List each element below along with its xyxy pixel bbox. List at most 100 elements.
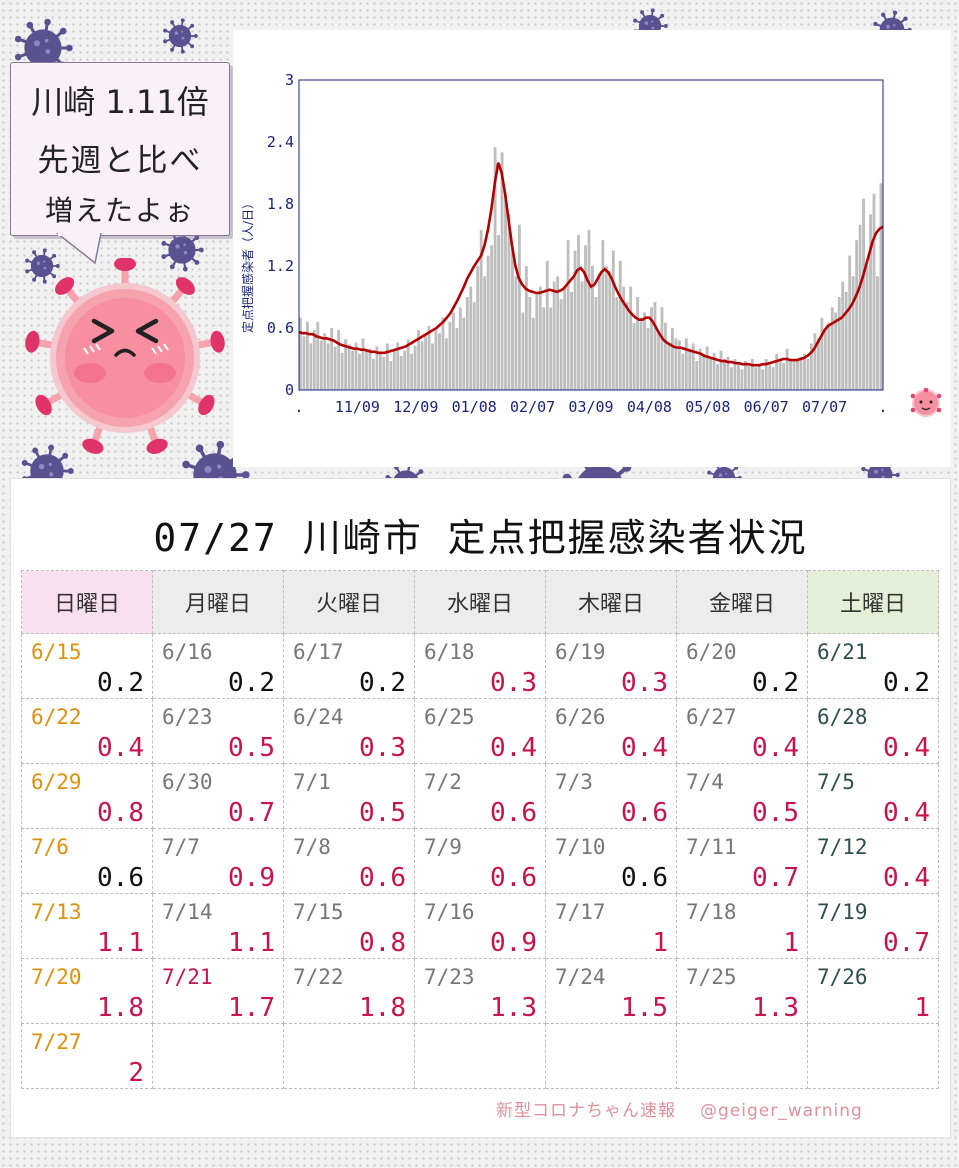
bar (636, 297, 640, 390)
bar (330, 328, 334, 390)
x-tick-label: 06/07 (744, 398, 789, 416)
day-value: 0.3 (359, 733, 406, 763)
bar (340, 352, 344, 390)
bar (382, 356, 386, 390)
bar (653, 302, 657, 390)
day-date: 6/26 (555, 705, 606, 729)
bar (566, 240, 570, 390)
bar (670, 328, 674, 390)
bar (344, 339, 348, 390)
day-value: 0.2 (97, 668, 144, 698)
bar (782, 363, 786, 390)
bar (448, 321, 452, 390)
bar (827, 322, 831, 390)
bar (796, 359, 799, 390)
day-value: 0.2 (228, 668, 275, 698)
bar (639, 317, 643, 390)
bar (719, 350, 723, 390)
bar (712, 352, 716, 390)
bar (674, 338, 678, 390)
x-axis-ticks: . 11/09 12/09 01/08 02/07 03/09 04/08 05/08 06/0… (294, 398, 887, 416)
day-date: 7/19 (817, 900, 868, 924)
bar (462, 317, 466, 390)
day-value: 0.9 (228, 863, 275, 893)
day-date: 6/15 (31, 640, 82, 664)
day-cell: 7/20 1.8 (21, 958, 153, 1024)
bar (528, 297, 532, 390)
week-row: 6/29 0.8 6/30 0.7 7/1 0.5 7/2 0.6 7/3 0.6 7/4 0.5 7/… (21, 763, 939, 829)
bar (309, 343, 313, 390)
bar (684, 338, 688, 390)
bar (312, 330, 316, 390)
chart-panel: 0 0.6 1.2 1.8 2.4 3 . 11/09 12/09 01/08 02/07 03/0… (233, 30, 951, 467)
day-date: 7/16 (424, 900, 475, 924)
bar (347, 344, 351, 390)
bar (792, 361, 796, 390)
day-cell: 7/21 1.7 (152, 958, 284, 1024)
bar (556, 276, 560, 390)
bubble-line-increase: 増えたよぉ (44, 194, 195, 227)
day-value: 0.6 (621, 798, 668, 828)
day-date: 7/25 (686, 965, 737, 989)
bar (434, 328, 438, 390)
bar (451, 312, 455, 390)
day-date: 6/21 (817, 640, 868, 664)
bar (650, 307, 653, 390)
footer-credit: 新型コロナちゃん速報 @geiger_warning (496, 1096, 863, 1121)
bar (326, 343, 330, 390)
day-value: 0.6 (490, 863, 537, 893)
bar (830, 307, 834, 390)
day-value: 0.2 (752, 668, 799, 698)
bar (737, 363, 740, 390)
bar (810, 343, 813, 390)
day-date: 7/17 (555, 900, 606, 924)
bar (778, 361, 782, 390)
day-value: 0.3 (621, 668, 668, 698)
day-date: 7/18 (686, 900, 737, 924)
bar (702, 353, 706, 390)
bar (691, 343, 695, 390)
bar (333, 346, 337, 390)
bar (507, 214, 511, 390)
bar (472, 302, 476, 390)
bar (563, 286, 567, 390)
day-date: 7/20 (31, 965, 82, 989)
day-value: 0.2 (359, 668, 406, 698)
bar (723, 359, 726, 390)
day-date: 7/8 (293, 835, 331, 859)
day-value: 1.8 (359, 993, 406, 1023)
bar (441, 317, 445, 390)
bar (865, 266, 869, 390)
day-cell: 7/6 0.6 (21, 828, 153, 894)
status-table-panel: 07/27 川崎市 定点把握感染者状況 日曜日 月曜日 火曜日 水曜日 木曜日 … (10, 478, 951, 1138)
bar (403, 350, 407, 390)
bar (396, 342, 400, 390)
week-row: 6/15 0.2 6/16 0.2 6/17 0.2 6/18 0.3 6/19 0.3 6/20 0… (21, 633, 939, 699)
bar (771, 367, 775, 390)
bar (664, 322, 667, 390)
crying-virus-mascot (25, 258, 225, 454)
bar (643, 312, 646, 390)
day-date: 7/26 (817, 965, 868, 989)
bar (709, 359, 713, 390)
speech-bubble: 川崎 1.11倍 先週と比べ 増えたよぉ (10, 62, 230, 236)
bar (872, 193, 876, 390)
bar (785, 348, 789, 390)
day-date: 6/30 (162, 770, 213, 794)
day-cell: 7/18 1 (676, 893, 808, 959)
bar (587, 229, 591, 390)
day-cell: 7/3 0.6 (545, 763, 677, 829)
day-value: 1.3 (490, 993, 537, 1023)
day-date: 7/21 (162, 965, 213, 989)
bar (844, 291, 848, 390)
y-axis-label: 定点把握感染者（人/日） (240, 197, 255, 333)
bar (705, 346, 709, 390)
day-date: 6/17 (293, 640, 344, 664)
bar (399, 355, 403, 390)
day-date: 7/7 (162, 835, 200, 859)
day-cell: 6/22 0.4 (21, 698, 153, 764)
bar (837, 297, 841, 390)
day-cell: 7/13 1.1 (21, 893, 153, 959)
bar (611, 250, 615, 390)
day-value: 0.4 (621, 733, 668, 763)
